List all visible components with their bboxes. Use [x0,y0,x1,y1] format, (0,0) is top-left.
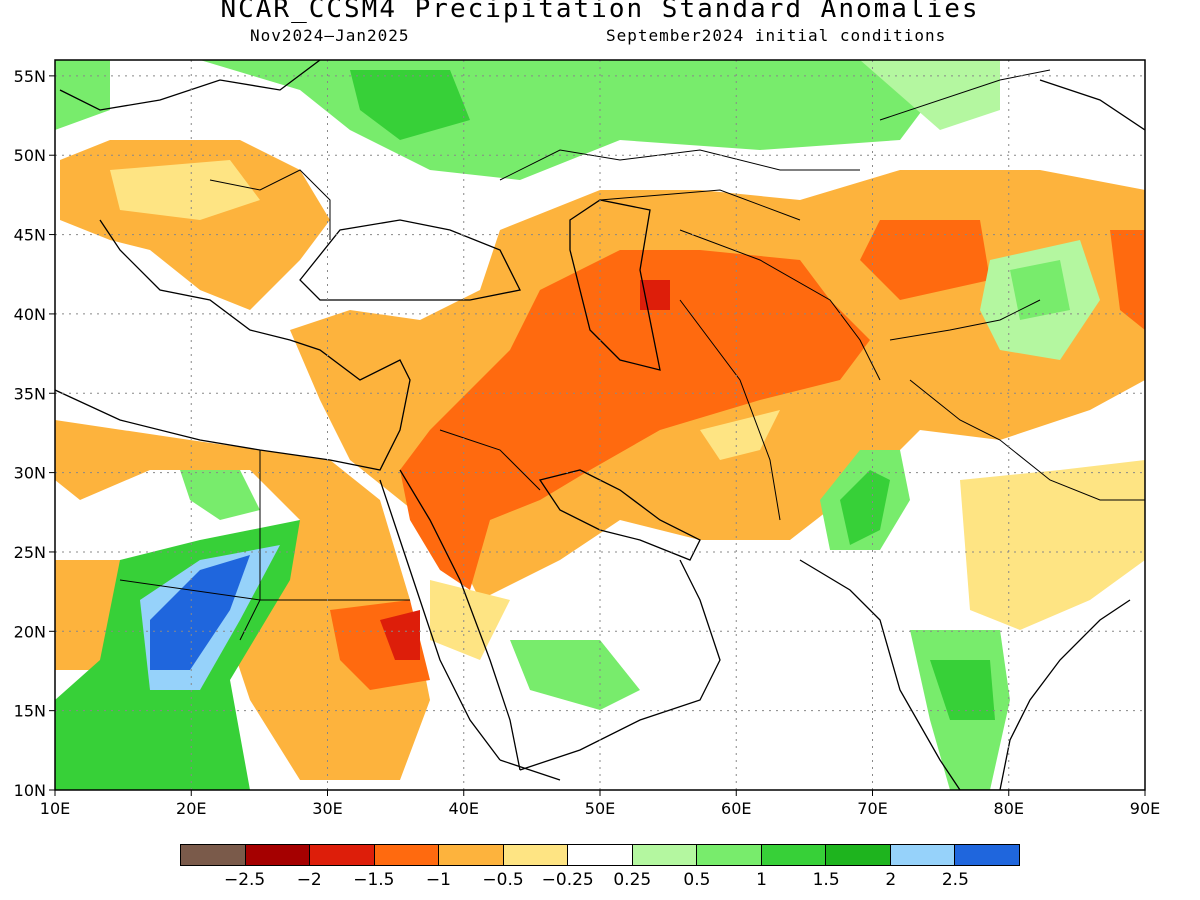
legend-tick-label: −0.5 [482,870,524,890]
color-scale-legend [180,844,1020,866]
wet-anomaly-north-core [350,70,470,140]
india-coast [799,559,1131,790]
red-sea-west [379,479,501,761]
lon-tick-label: 40E [449,799,479,818]
legend-swatch [955,845,1019,865]
lat-tick-label: 40N [14,305,46,324]
lat-tick-label: 35N [14,384,46,403]
dry-anomaly-core [400,250,870,590]
lon-tick-label: 60E [721,799,751,818]
red-sea-east [399,469,521,771]
coastlines [55,60,1145,790]
legend-swatch [374,845,440,865]
initial-conditions: September2024 initial conditions [606,26,947,45]
legend-swatch [761,845,827,865]
lat-tick-label: 30N [14,464,46,483]
lon-tick-label: 50E [585,799,615,818]
lon-tick-label: 90E [1130,799,1160,818]
black-sea [299,219,521,301]
legend-swatch [826,845,891,865]
lon-tick-label: 30E [312,799,342,818]
legend-swatch [632,845,698,865]
legend-tick-label: −2.5 [223,870,266,890]
lon-tick-label: 10E [40,799,70,818]
wet-anomaly-max [150,555,250,670]
anomaly-fill-layer [55,60,1145,790]
legend-swatch [439,845,504,865]
axis-ticks: 10E 20E 30E 40E 50E 60E 70E 80E 90E 10N 15N 20N 25N 3… [14,67,1161,818]
legend-tick-label: −1.5 [353,870,395,890]
wet-anomaly-yemen [510,640,640,710]
lon-tick-label: 80E [994,799,1024,818]
baltic-coast [59,60,321,111]
caspian-sea [569,199,661,371]
legend-tick-label: 1 [756,870,767,890]
lat-tick-label: 20N [14,622,46,641]
legend-tick-label: −0.25 [541,870,594,890]
lon-tick-label: 20E [176,799,206,818]
legend-tick-label: −2 [296,870,322,890]
horn-coast [499,759,561,781]
lat-tick-label: 10N [14,781,46,800]
legend-swatch [697,845,762,865]
mediterranean-coast [55,219,411,471]
legend-tick-label: 0.5 [683,870,711,890]
lat-tick-label: 25N [14,543,46,562]
map-title: NCAR_CCSM4 Precipitation Standard Anomal… [220,0,980,24]
legend-swatch [310,845,375,865]
legend-tick-label: 1.5 [812,870,840,890]
legend-tick-label: 0.25 [613,870,652,890]
legend-tick-label: 2.5 [941,870,969,890]
legend-swatch [890,845,956,865]
legend-swatch [245,845,311,865]
legend-swatch [568,845,633,865]
wet-anomaly-north [200,60,930,180]
lat-tick-label: 50N [14,146,46,165]
legend-swatch [181,845,246,865]
lat-tick-label: 15N [14,702,46,721]
lat-tick-label: 55N [14,67,46,86]
graticule [55,60,1145,790]
forecast-period: Nov2024–Jan2025 [250,26,410,45]
lat-tick-label: 45N [14,226,46,245]
arabia-coast [519,559,721,771]
legend-tick-label: 2 [885,870,897,890]
legend-tick-label: −1 [425,870,451,890]
lon-tick-label: 70E [857,799,887,818]
legend-swatch [503,845,569,865]
